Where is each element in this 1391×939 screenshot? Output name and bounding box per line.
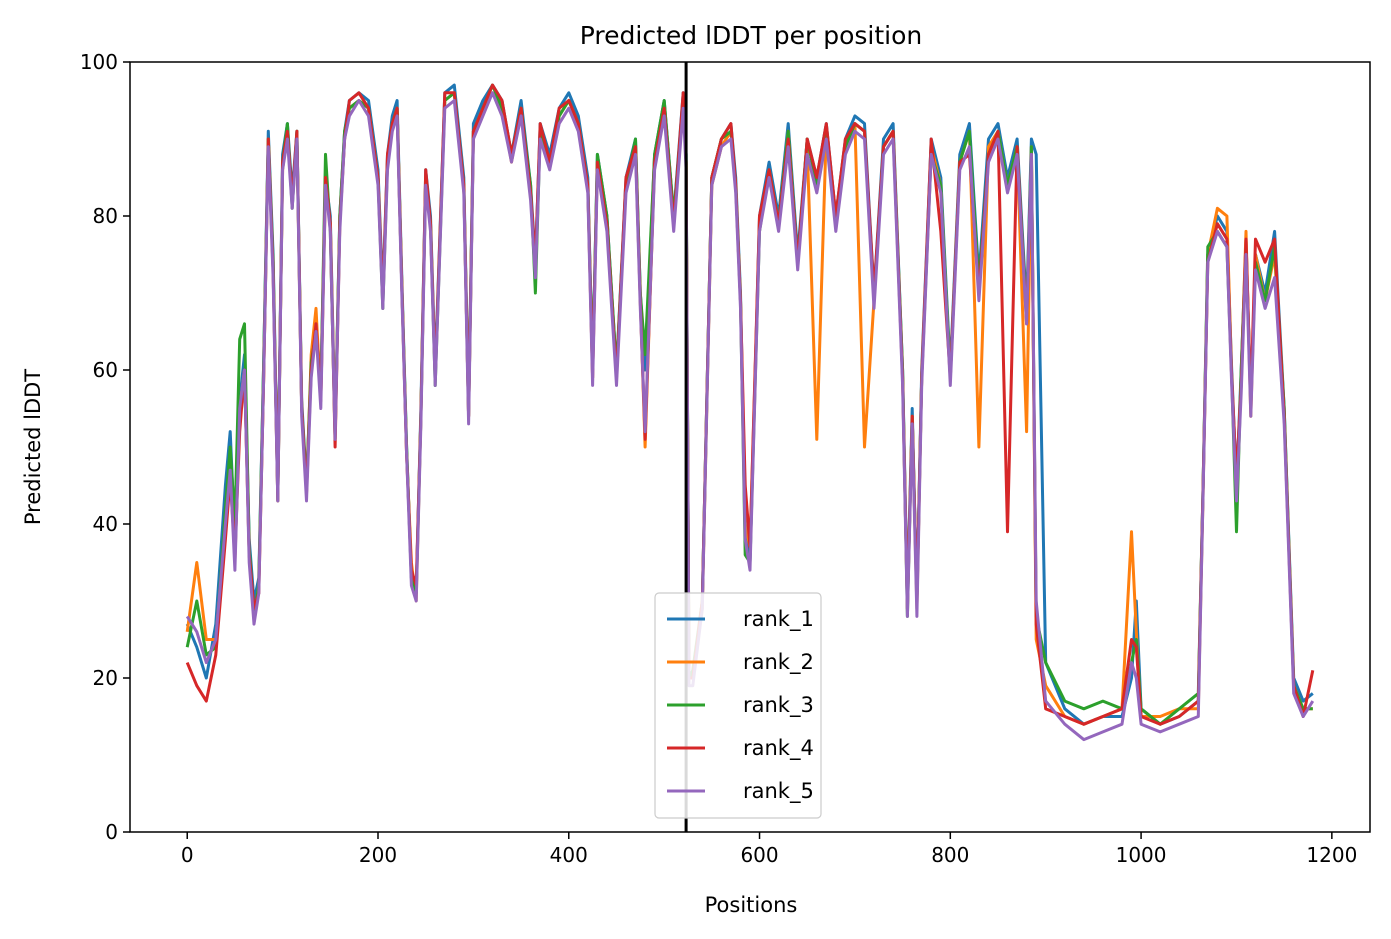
legend: rank_1 rank_2 rank_3 rank_4 rank_5 — [654, 592, 822, 819]
y-axis: 0 20 40 60 80 100 — [80, 50, 130, 844]
x-tick-label: 400 — [550, 843, 588, 867]
x-tick-label: 0 — [181, 843, 194, 867]
legend-label: rank_4 — [743, 736, 814, 761]
y-tick-label: 20 — [93, 666, 118, 690]
legend-label: rank_1 — [743, 607, 814, 632]
y-tick-label: 0 — [105, 820, 118, 844]
x-tick-label: 200 — [359, 843, 397, 867]
legend-box — [654, 592, 822, 819]
x-tick-label: 1000 — [1116, 843, 1167, 867]
x-tick-label: 800 — [931, 843, 969, 867]
chart-title: Predicted lDDT per position — [580, 21, 922, 50]
plot-frame — [129, 61, 1371, 833]
y-tick-label: 60 — [93, 358, 118, 382]
x-axis-title: Positions — [705, 893, 798, 917]
series-layer — [185, 83, 1315, 742]
legend-label: rank_3 — [743, 693, 814, 718]
x-tick-label: 1200 — [1306, 843, 1357, 867]
legend-label: rank_2 — [743, 650, 814, 675]
y-axis-title: Predicted lDDT — [21, 369, 45, 525]
x-tick-label: 600 — [740, 843, 778, 867]
y-tick-label: 40 — [93, 512, 118, 536]
legend-label: rank_5 — [743, 779, 814, 804]
x-axis: 0 200 400 600 800 1000 1200 — [181, 832, 1357, 867]
series-line-rank_5 — [185, 91, 1315, 742]
y-tick-label: 80 — [93, 204, 118, 228]
y-tick-label: 100 — [80, 50, 118, 74]
